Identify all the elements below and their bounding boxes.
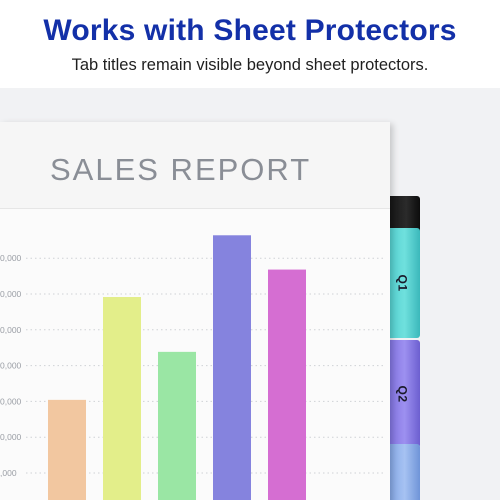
report-title: SALES REPORT xyxy=(50,152,312,187)
product-scene: Q1 Q2 SALES REPORT xyxy=(0,88,500,500)
report-sheet: SALES REPORT xyxy=(0,122,390,500)
tab-q2: Q2 xyxy=(386,340,420,448)
sheet-header: SALES REPORT xyxy=(0,122,390,209)
subheadline: Tab titles remain visible beyond sheet p… xyxy=(71,56,429,74)
tab-q2-label: Q2 xyxy=(395,385,410,403)
tab-q1: Q1 xyxy=(386,228,420,338)
tab-q1-label: Q1 xyxy=(395,274,410,292)
headline: Works with Sheet Protectors xyxy=(43,14,457,47)
blue-tab xyxy=(386,444,420,500)
